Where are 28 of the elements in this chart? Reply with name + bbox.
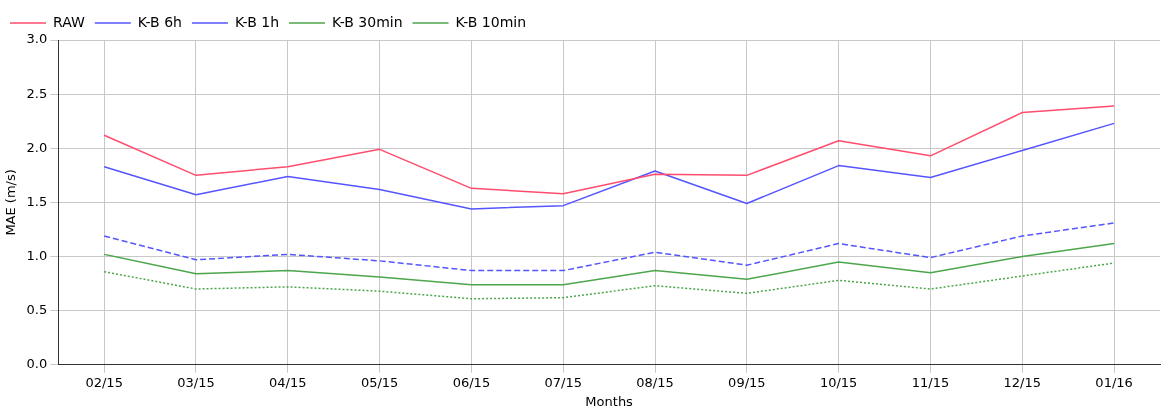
x-tick-label: 02/15 bbox=[85, 374, 123, 390]
line-series bbox=[103, 222, 1115, 272]
legend-label: RAW bbox=[53, 13, 85, 30]
y-axis-title: MAE (m/s) bbox=[3, 169, 19, 236]
x-tick-label: 06/15 bbox=[452, 374, 491, 390]
x-tick-label: 07/15 bbox=[544, 374, 582, 390]
x-tick-label: 04/15 bbox=[269, 374, 307, 390]
line-series bbox=[103, 262, 1115, 300]
x-tick-label: 03/15 bbox=[177, 374, 215, 390]
x-tick-label: 08/15 bbox=[636, 374, 674, 390]
legend-label: K-B 10min bbox=[455, 13, 527, 30]
legend-label: K-B 30min bbox=[332, 13, 403, 30]
x-tick-label: 11/15 bbox=[911, 374, 950, 390]
y-tick-label: 0.0 bbox=[26, 356, 48, 372]
x-axis-title: Months bbox=[585, 393, 634, 409]
y-tick-label: 2.0 bbox=[26, 139, 48, 155]
x-tick-label: 12/15 bbox=[1003, 374, 1042, 390]
y-tick-label: 1.5 bbox=[26, 193, 48, 209]
legend-label: K-B 1h bbox=[234, 13, 280, 30]
y-tick-label: 1.0 bbox=[26, 247, 48, 263]
x-tick-label: 05/15 bbox=[360, 374, 399, 390]
legend-label: K-B 6h bbox=[137, 13, 182, 30]
x-tick-label: 09/15 bbox=[728, 374, 766, 390]
x-tick-label: 01/16 bbox=[1095, 374, 1133, 390]
y-tick-label: 2.5 bbox=[26, 85, 48, 101]
y-tick-label: 0.5 bbox=[26, 302, 48, 318]
y-tick-label: 3.0 bbox=[26, 31, 48, 47]
x-tick-label: 10/15 bbox=[819, 374, 858, 390]
